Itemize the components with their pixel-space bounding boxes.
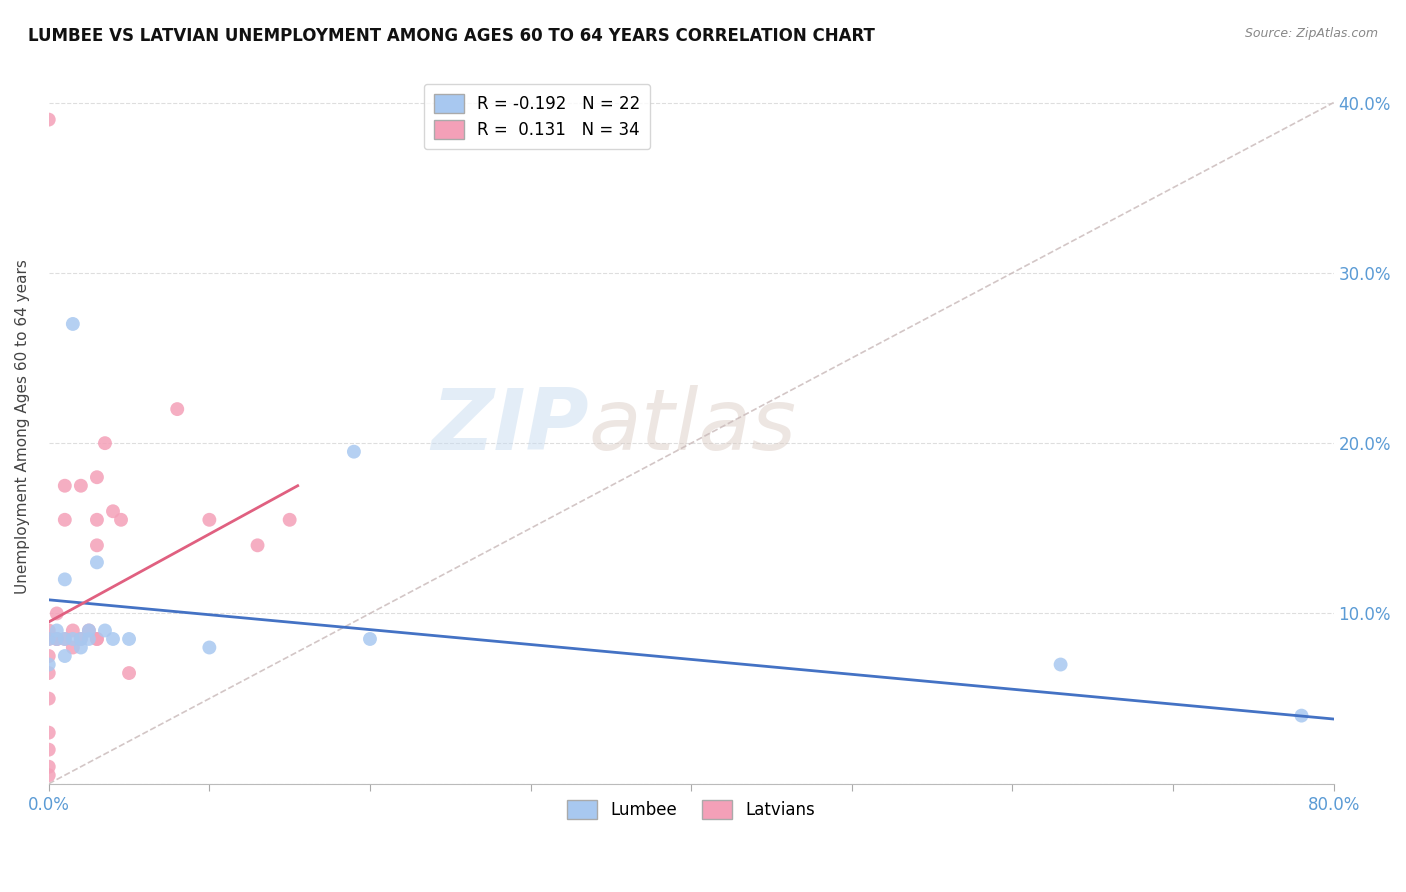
Point (101, 504, 124, 518)
Point (53, 573, 76, 587)
Point (38, 768, 60, 782)
Point (86, 632, 108, 646)
Point (70, 632, 93, 646)
Point (53, 632, 76, 646)
Text: Source: ZipAtlas.com: Source: ZipAtlas.com (1244, 27, 1378, 40)
Point (246, 538, 269, 552)
Point (62, 624, 84, 638)
Point (53, 632, 76, 646)
Point (86, 538, 108, 552)
Point (38, 624, 60, 638)
Legend: Lumbee, Latvians: Lumbee, Latvians (561, 793, 823, 825)
Point (45, 632, 67, 646)
Point (45, 632, 67, 646)
Point (45, 607, 67, 621)
Y-axis label: Unemployment Among Ages 60 to 64 years: Unemployment Among Ages 60 to 64 years (15, 259, 30, 593)
Point (77, 624, 100, 638)
Point (101, 632, 124, 646)
Point (1291, 708, 1313, 723)
Point (53, 479, 76, 493)
Point (38, 657, 60, 672)
Point (38, 648, 60, 663)
Point (53, 513, 76, 527)
Point (62, 317, 84, 331)
Text: ZIP: ZIP (430, 384, 588, 467)
Text: atlas: atlas (588, 384, 796, 467)
Point (70, 632, 93, 646)
Point (278, 513, 301, 527)
Point (38, 632, 60, 646)
Point (1049, 657, 1071, 672)
Point (110, 513, 132, 527)
Point (94, 436, 117, 450)
Point (38, 760, 60, 774)
Point (38, 691, 60, 706)
Point (77, 632, 100, 646)
Point (70, 479, 93, 493)
Point (38, 632, 60, 646)
Point (70, 640, 93, 655)
Point (45, 624, 67, 638)
Point (77, 624, 100, 638)
Point (86, 555, 108, 569)
Point (86, 513, 108, 527)
Point (45, 632, 67, 646)
Point (53, 648, 76, 663)
Point (86, 632, 108, 646)
Point (62, 632, 84, 646)
Point (62, 640, 84, 655)
Point (38, 725, 60, 739)
Point (38, 112, 60, 127)
Point (38, 666, 60, 681)
Point (343, 444, 366, 458)
Point (118, 666, 141, 681)
Point (94, 624, 117, 638)
Point (198, 513, 221, 527)
Point (118, 632, 141, 646)
Point (86, 470, 108, 484)
Point (359, 632, 381, 646)
Point (38, 742, 60, 756)
Point (166, 402, 188, 417)
Text: LUMBEE VS LATVIAN UNEMPLOYMENT AMONG AGES 60 TO 64 YEARS CORRELATION CHART: LUMBEE VS LATVIAN UNEMPLOYMENT AMONG AGE… (28, 27, 875, 45)
Point (198, 640, 221, 655)
